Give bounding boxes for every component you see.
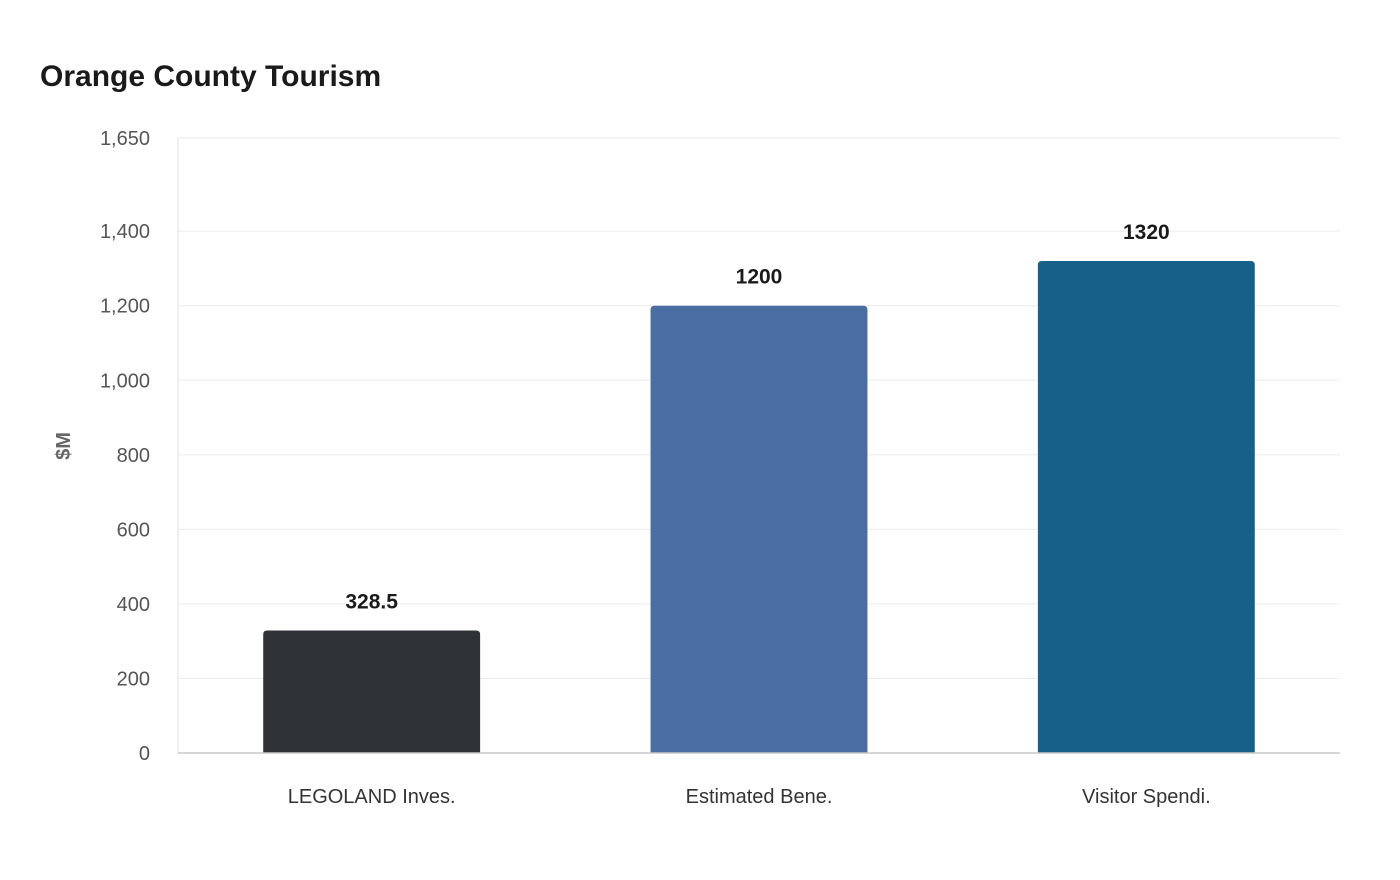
y-tick-label: 0 bbox=[139, 743, 150, 765]
data-label: 328.5 bbox=[345, 591, 398, 614]
y-axis-title: $M bbox=[53, 432, 75, 460]
x-tick-labels: LEGOLAND Inves. Estimated Bene. Visitor Sp… bbox=[288, 786, 1211, 808]
bar[interactable] bbox=[263, 630, 481, 753]
y-tick-label: 800 bbox=[117, 445, 150, 467]
bar[interactable] bbox=[1037, 261, 1255, 753]
y-tick-label: 1,650 bbox=[100, 128, 150, 150]
y-tick-label: 400 bbox=[117, 594, 150, 616]
axes bbox=[177, 138, 1340, 754]
x-tick-label: Visitor Spendi. bbox=[1082, 786, 1211, 808]
x-tick-label: Estimated Bene. bbox=[686, 786, 833, 808]
bar[interactable] bbox=[650, 305, 868, 753]
y-tick-label: 600 bbox=[117, 519, 150, 541]
y-tick-label: 200 bbox=[117, 668, 150, 690]
data-label: 1320 bbox=[1123, 221, 1170, 244]
bars bbox=[263, 261, 1255, 753]
y-tick-labels: 0 200 400 600 800 1,000 1,200 1,400 1,650 bbox=[100, 128, 150, 765]
y-tick-label: 1,400 bbox=[100, 221, 150, 243]
data-label: 1200 bbox=[736, 266, 783, 289]
y-tick-label: 1,200 bbox=[100, 296, 150, 318]
x-tick-label: LEGOLAND Inves. bbox=[288, 786, 456, 808]
data-labels: 328.5 1200 1320 bbox=[345, 221, 1169, 614]
chart-title: Orange County Tourism bbox=[40, 60, 382, 93]
y-tick-label: 1,000 bbox=[100, 370, 150, 392]
